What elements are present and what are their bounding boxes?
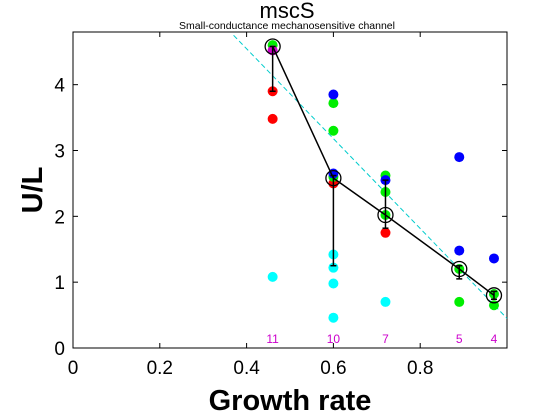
sample-count-label: 11: [266, 332, 279, 346]
red-data-point: [267, 113, 278, 124]
plot-frame: [72, 31, 508, 349]
chart-subtitle: Small-conductance mechanosensitive chann…: [179, 20, 395, 32]
mean-marker: [264, 38, 281, 55]
fit-line: [233, 34, 508, 319]
blue-data-point: [328, 89, 339, 100]
sample-count-label: 10: [327, 332, 341, 346]
green-data-point: [328, 125, 339, 136]
y-tick-label: 0: [54, 339, 65, 360]
x-tick-label: 0.6: [320, 358, 346, 379]
blue-data-point: [454, 152, 465, 163]
sample-counts: 11 10 7 5 4: [266, 332, 497, 346]
cyan-data-point: [328, 278, 339, 289]
mean-line-group: [264, 38, 503, 304]
y-tick-label: 3: [54, 142, 65, 163]
axis-ticks: 0 0.2 0.4 0.6 0.8 0 1 2 3 4: [54, 32, 507, 379]
x-tick-label: 0.8: [407, 358, 433, 379]
cyan-data-point: [380, 296, 391, 307]
blue-data-point: [488, 253, 499, 264]
mean-marker: [451, 260, 468, 278]
plot-area: [72, 31, 508, 349]
sample-count-label: 7: [382, 332, 389, 346]
mean-marker: [325, 169, 342, 187]
y-tick-label: 4: [54, 76, 65, 97]
x-tick-label: 0: [68, 358, 79, 379]
chart-title: mscS: [260, 0, 315, 23]
sample-count-label: 4: [491, 332, 498, 346]
x-axis-label: Growth rate: [209, 385, 372, 417]
x-tick-label: 0.4: [233, 358, 260, 379]
cyan-data-point: [267, 271, 278, 282]
y-tick-label: 2: [54, 207, 65, 228]
green-data-point: [454, 296, 465, 307]
x-tick-label: 0.2: [147, 358, 173, 379]
mean-marker: [485, 287, 503, 304]
fit-line-group: [233, 34, 508, 319]
blue-data-point: [454, 245, 465, 256]
red-data-point: [380, 227, 391, 238]
y-tick-label: 1: [54, 273, 65, 294]
cyan-data-point: [328, 312, 339, 323]
sample-count-label: 5: [456, 332, 463, 346]
y-axis-label: U/L: [17, 167, 49, 214]
green-data-point: [328, 98, 339, 109]
mean-marker: [377, 206, 394, 224]
